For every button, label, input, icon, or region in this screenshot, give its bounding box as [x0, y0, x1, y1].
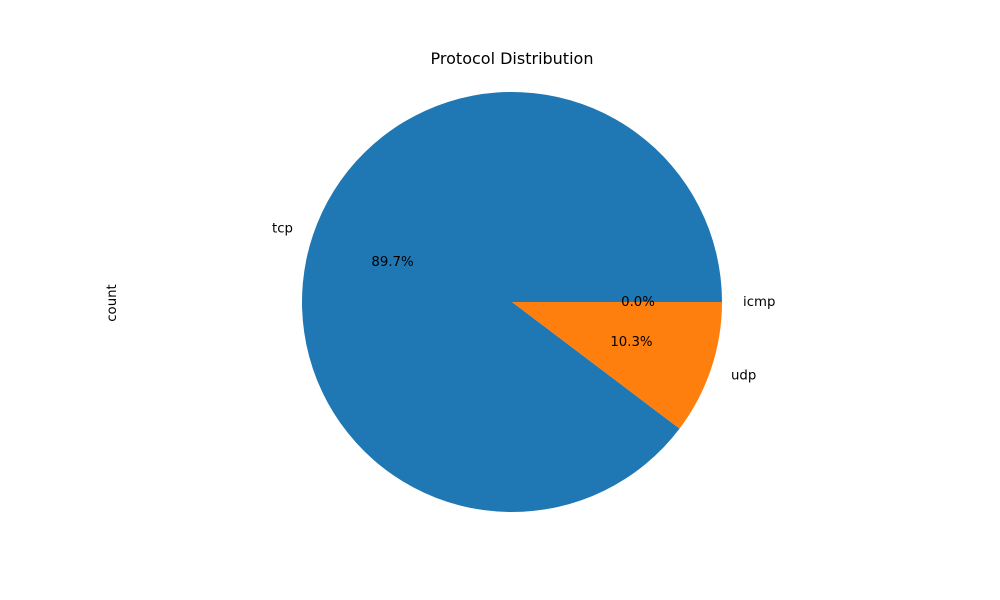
chart-title: Protocol Distribution — [431, 49, 594, 68]
slice-label-tcp: tcp — [272, 222, 293, 237]
y-axis-label: count — [105, 284, 120, 322]
pie-slices — [302, 92, 722, 512]
slice-percent-icmp: 0.0% — [621, 295, 655, 310]
pie-slice-udp — [512, 302, 722, 429]
pie-labels: tcp 89.7% udp 10.3% icmp 0.0% — [272, 222, 775, 384]
slice-percent-udp: 10.3% — [610, 335, 652, 350]
slice-percent-tcp: 89.7% — [371, 255, 413, 270]
slice-label-icmp: icmp — [743, 295, 775, 310]
slice-label-udp: udp — [731, 368, 756, 383]
